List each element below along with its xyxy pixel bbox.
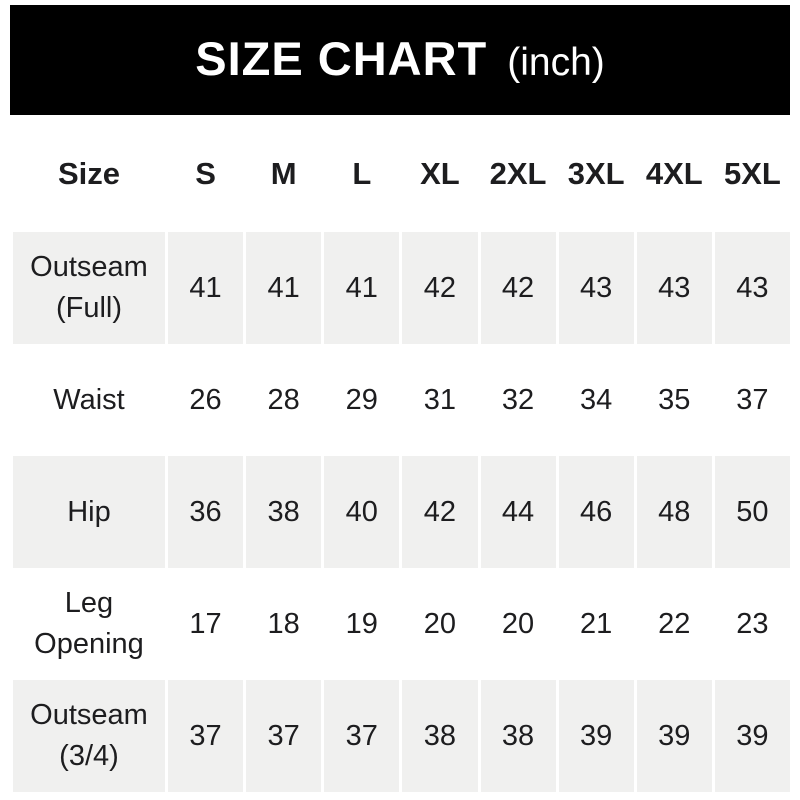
row-label: Outseam (Full) [13,232,165,344]
cell-value: 41 [324,232,400,344]
cell-value: 38 [480,680,556,792]
row-label: Outseam (3/4) [13,680,165,792]
cell-value: 18 [267,607,300,640]
cell-value: 21 [580,607,613,640]
cell-value: 39 [714,680,790,792]
table-row-hip: Hip 36 38 40 42 44 46 48 50 [13,456,790,568]
column-header-4xl: 4XL [645,155,703,191]
cell-value: 42 [402,232,478,344]
column-header-m: M [270,155,297,191]
cell-value: 36 [168,456,244,568]
cell-value: 22 [658,607,691,640]
cell-value: 26 [189,383,222,416]
cell-value: 37 [324,680,400,792]
cell-value: 38 [246,456,322,568]
cell-value: 35 [658,383,691,416]
size-table: Size S M L XL 2XL 3XL 4XL 5XL Outseam (F… [13,115,790,792]
cell-value: 19 [345,607,378,640]
cell-value: 34 [580,383,613,416]
cell-value: 31 [423,383,457,416]
cell-value: 50 [714,456,790,568]
cell-value: 42 [480,232,556,344]
cell-value: 44 [480,456,556,568]
row-label: Waist [53,383,125,416]
column-header-s: S [195,155,216,191]
column-header-3xl: 3XL [567,155,625,191]
cell-value: 41 [168,232,244,344]
cell-value: 48 [636,456,712,568]
cell-value: 23 [736,607,769,640]
cell-value: 39 [558,680,634,792]
column-header-5xl: 5XL [724,155,781,191]
cell-value: 40 [324,456,400,568]
cell-value: 43 [714,232,790,344]
table-row-outseam-full: Outseam (Full) 41 41 41 42 42 43 43 43 [13,232,790,344]
cell-value: 43 [558,232,634,344]
column-header-xl: XL [420,155,460,191]
size-chart-banner: SIZE CHART (inch) [10,5,790,115]
cell-value: 39 [636,680,712,792]
cell-value: 37 [736,383,769,416]
table-row-leg-opening: Leg Opening 17 18 19 20 20 21 22 23 [13,568,790,680]
row-label: Leg Opening [34,587,144,660]
cell-value: 28 [267,383,300,416]
cell-value: 46 [558,456,634,568]
cell-value: 17 [189,607,222,640]
row-label: Hip [13,456,165,568]
cell-value: 32 [501,383,535,416]
cell-value: 38 [402,680,478,792]
cell-value: 42 [402,456,478,568]
cell-value: 43 [636,232,712,344]
table-row-outseam-34: Outseam (3/4) 37 37 37 38 38 39 39 39 [13,680,790,792]
cell-value: 20 [501,607,535,640]
banner-unit-label: (inch) [507,41,605,84]
column-header-2xl: 2XL [489,155,547,191]
column-header-size: Size [57,155,121,191]
table-header-row: Size S M L XL 2XL 3XL 4XL 5XL [13,115,790,232]
cell-value: 41 [246,232,322,344]
cell-value: 37 [246,680,322,792]
column-header-l: L [352,155,372,191]
cell-value: 37 [168,680,244,792]
cell-value: 20 [423,607,457,640]
banner-title: SIZE CHART [195,32,488,85]
cell-value: 29 [345,383,378,416]
table-row-waist: Waist 26 28 29 31 32 34 35 37 [13,344,790,456]
banner-text-group: SIZE CHART (inch) [195,35,605,82]
